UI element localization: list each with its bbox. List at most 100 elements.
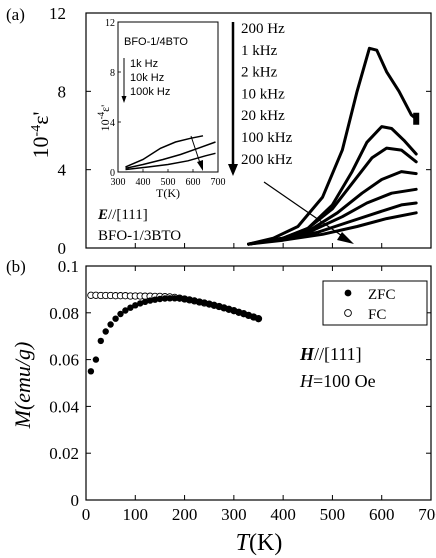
panel-b-xlabel-symbol: T (236, 530, 251, 556)
zfc-point-18 (176, 295, 183, 302)
zfc-point-16 (166, 295, 173, 302)
b-x-tick-label-5: 500 (320, 505, 346, 524)
zfc-point-28 (225, 306, 233, 313)
zfc-point-22 (196, 298, 203, 305)
inset-y-tick-label-0: 0 (110, 168, 115, 179)
a-y-tick-label-3: 12 (49, 4, 66, 23)
panel-a-annotation-field: E//[111] (97, 207, 148, 223)
panel-b-annotation-field: H//[111] (299, 344, 362, 364)
legend: ZFC FC (322, 280, 428, 326)
panel-a-ylabel: 10-4ε' (28, 112, 53, 159)
inset-x-tick-label-0: 300 (111, 177, 126, 188)
zfc-point-20 (186, 296, 193, 303)
a-frequency-label-0: 200 Hz (241, 21, 285, 37)
inset-chart: BFO-1/4BTO 1k Hz 10k Hz 100k Hz 10-4ε' 0 4 8… (96, 18, 226, 200)
b-x-tick-label-1: 100 (123, 505, 149, 524)
panel-b-frame (85, 265, 432, 501)
panel-b-y-ticks: 0 0.02 0.04 0.06 0.08 0.1 (49, 257, 431, 510)
panel-a-annotation-field-dir: //[111] (108, 207, 148, 223)
zfc-point-31 (240, 310, 247, 317)
a-series-end-marker (413, 112, 420, 125)
inset-y-tick-label-3: 12 (105, 18, 115, 29)
zfc-point-19 (181, 295, 188, 303)
b-y-tick-label-1: 0.02 (49, 444, 79, 463)
inset-y-ticks: 0 4 8 12 (105, 18, 121, 179)
zfc-point-15 (161, 295, 169, 302)
inset-series (125, 135, 216, 171)
panel-a-annotation-sample: BFO-1/3BTO (98, 228, 181, 244)
zfc-point-24 (206, 300, 213, 308)
panel-b-annotation-value-rest: =100 Oe (313, 371, 376, 391)
b-y-tick-label-4: 0.08 (49, 304, 79, 323)
panel-b-ylabel: M(emu/g) (10, 342, 35, 430)
zfc-point-13 (151, 296, 159, 303)
inset-ylabel-exp: -4 (96, 111, 106, 119)
inset-y-tick-label-2: 8 (110, 68, 115, 79)
panel-a-frequency-arrow-head (228, 164, 238, 176)
zfc-point-21 (191, 297, 198, 304)
a-frequency-label-1: 1 kHz (241, 43, 278, 59)
legend-box (322, 280, 428, 326)
inset-x-ticks: 300 400 500 600 700 (111, 169, 226, 188)
a-frequency-label-4: 20 kHz (241, 108, 285, 124)
zfc-point-0 (87, 368, 95, 375)
zfc-point-14 (156, 295, 164, 303)
inset-frequency-arrow-head (121, 96, 127, 103)
inset-series-line-2 (125, 152, 216, 171)
inset-x-tick-label-2: 500 (161, 177, 176, 188)
b-x-tick-label-6: 600 (369, 505, 395, 524)
zfc-point-27 (220, 304, 228, 312)
panel-b-series (87, 291, 263, 375)
inset-frequency-label-0: 1k Hz (130, 58, 158, 70)
zfc-point-10 (137, 300, 144, 307)
inset-arrow-shaft (190, 135, 202, 167)
zfc-point-23 (201, 299, 208, 306)
b-y-tick-label-5: 0.1 (58, 257, 79, 276)
panel-b-annotation-value-symbol: H (299, 371, 314, 391)
b-x-tick-label-0: 0 (82, 505, 91, 524)
b-y-tick-label-3: 0.06 (49, 351, 79, 370)
panel-b-annotation-value: H=100 Oe (299, 371, 376, 391)
zfc-point-11 (141, 298, 149, 305)
panel-a-frame (85, 12, 432, 249)
b-y-tick-label-0: 0 (71, 491, 80, 510)
zfc-point-1 (92, 356, 100, 363)
zfc-point-29 (230, 307, 238, 314)
panel-a-trend-arrow-head (337, 232, 354, 244)
b-x-tick-label-4: 400 (270, 505, 296, 524)
zfc-point-26 (215, 303, 223, 310)
zfc-point-6 (117, 310, 124, 318)
panel-b-x-ticks: 0 100 200 300 400 500 600 700 (82, 266, 436, 524)
panel-b: (b) M(emu/g) 0 0.02 0.04 0.06 0.08 0.1 0 100 20… (6, 257, 436, 556)
inset-ylabel-main: ε' (98, 105, 112, 112)
b-x-tick-label-3: 300 (221, 505, 247, 524)
zfc-point-32 (245, 312, 252, 319)
legend-fc-marker (344, 309, 352, 317)
legend-zfc-label: ZFC (368, 287, 396, 303)
a-frequency-label-2: 2 kHz (241, 65, 278, 81)
inset-frequency-labels: 1k Hz 10k Hz 100k Hz (130, 58, 170, 98)
a-frequency-label-6: 200 kHz (241, 152, 293, 168)
inset-frequency-label-2: 100k Hz (130, 86, 170, 98)
inset-ylabel: 10-4ε' (96, 105, 112, 132)
a-frequency-label-3: 10 kHz (241, 86, 285, 102)
panel-a-label: (a) (6, 5, 25, 24)
inset-x-tick-label-4: 700 (211, 177, 226, 188)
zfc-point-34 (255, 315, 262, 322)
inset-ylabel-prefix: 10 (98, 119, 112, 131)
b-y-tick-label-2: 0.04 (49, 397, 79, 416)
a-series-line-6 (247, 211, 418, 246)
panel-b-xlabel-unit: (K) (249, 530, 282, 556)
zfc-point-4 (107, 321, 114, 328)
a-y-tick-label-0: 0 (58, 239, 67, 258)
panel-a-ylabel-prefix: 10 (28, 136, 53, 158)
zfc-point-2 (97, 337, 105, 345)
panel-b-xlabel: T(K) (236, 530, 283, 556)
zfc-point-9 (132, 302, 139, 309)
legend-fc-label: FC (368, 307, 386, 323)
inset-x-tick-label-3: 600 (186, 177, 201, 188)
a-y-tick-label-1: 4 (58, 161, 67, 180)
inset-frequency-label-1: 10k Hz (130, 72, 164, 84)
